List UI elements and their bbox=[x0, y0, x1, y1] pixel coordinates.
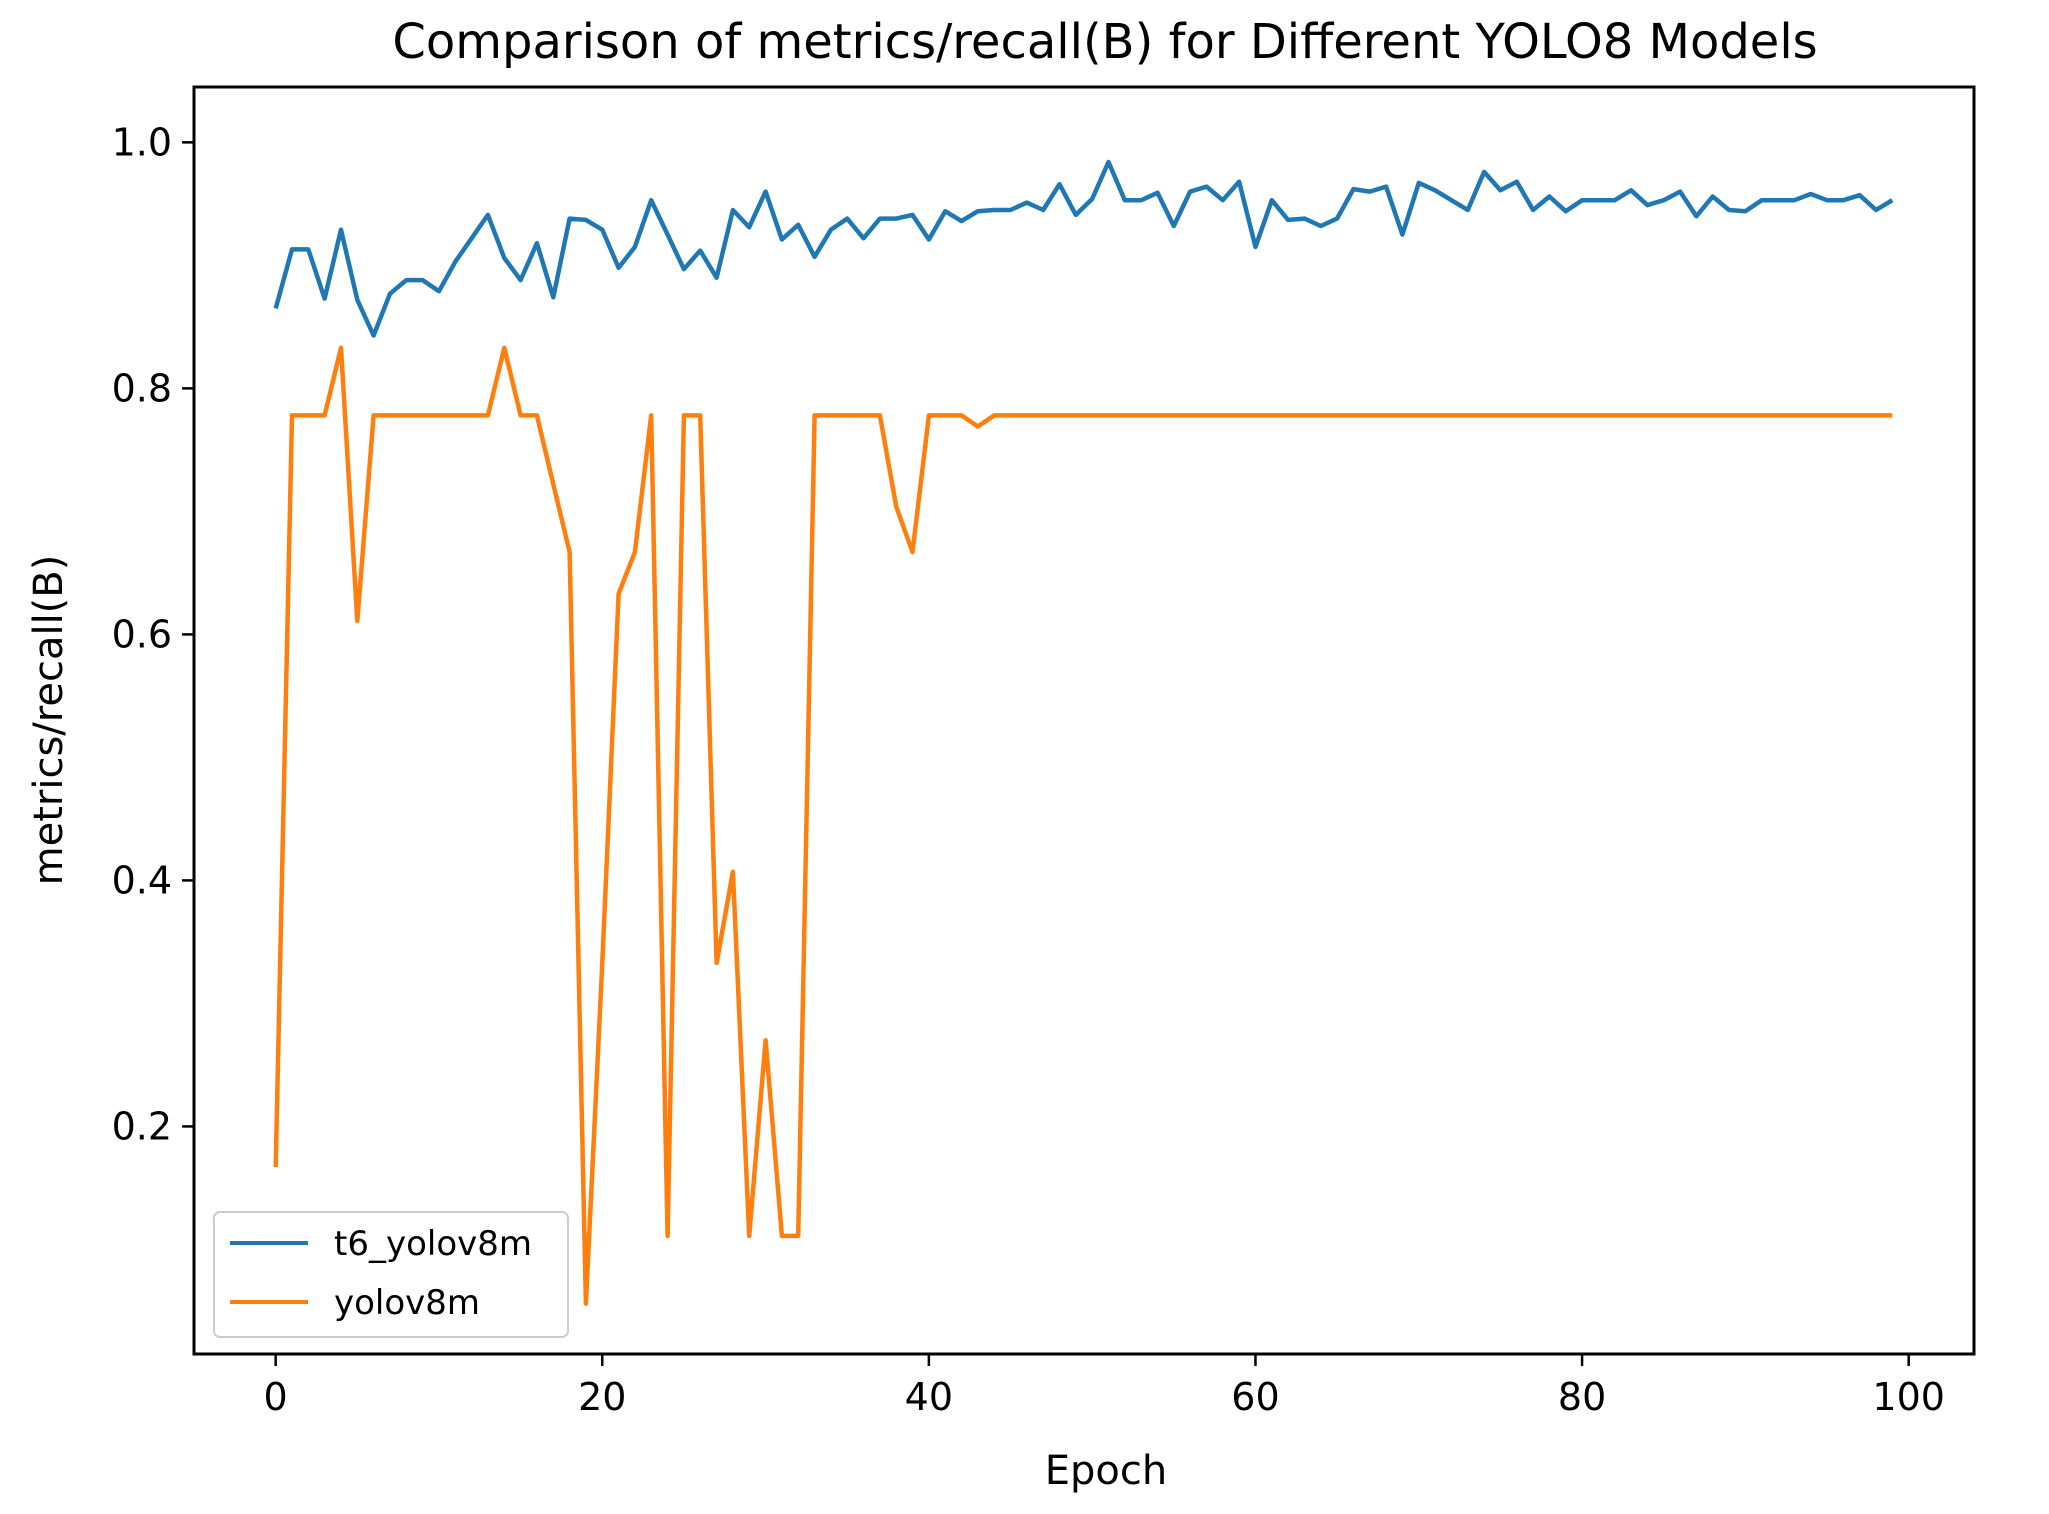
series-layer bbox=[273, 159, 1894, 1306]
x-tick-label: 60 bbox=[1231, 1375, 1279, 1419]
x-tick-label: 40 bbox=[905, 1375, 953, 1419]
legend: t6_yolov8m yolov8m bbox=[213, 1211, 569, 1338]
y-axis-label: metrics/recall(B) bbox=[26, 555, 72, 886]
y-axis: 0.2 0.4 0.6 0.8 1.0 bbox=[112, 120, 194, 1148]
x-tick-label: 0 bbox=[264, 1375, 288, 1419]
series-line-t6-yolov8m bbox=[273, 159, 1894, 338]
x-axis: 0 20 40 60 80 100 bbox=[264, 1354, 1945, 1419]
x-tick-label: 100 bbox=[1872, 1375, 1945, 1419]
y-tick-label: 0.6 bbox=[112, 612, 172, 656]
legend-label-t6-yolov8m: t6_yolov8m bbox=[334, 1224, 532, 1264]
chart-title: Comparison of metrics/recall(B) for Diff… bbox=[392, 14, 1817, 70]
series-line-yolov8m bbox=[273, 345, 1893, 1306]
x-tick-label: 20 bbox=[578, 1375, 626, 1419]
y-tick-label: 0.8 bbox=[112, 366, 172, 410]
x-tick-label: 80 bbox=[1558, 1375, 1606, 1419]
y-tick-label: 1.0 bbox=[112, 120, 172, 164]
plot-frame bbox=[192, 85, 1976, 1356]
plot-area bbox=[273, 159, 1894, 1306]
y-tick-label: 0.4 bbox=[112, 858, 172, 902]
legend-label-yolov8m: yolov8m bbox=[334, 1283, 480, 1323]
y-tick-label: 0.2 bbox=[112, 1104, 172, 1148]
x-axis-label: Epoch bbox=[1045, 1448, 1167, 1494]
